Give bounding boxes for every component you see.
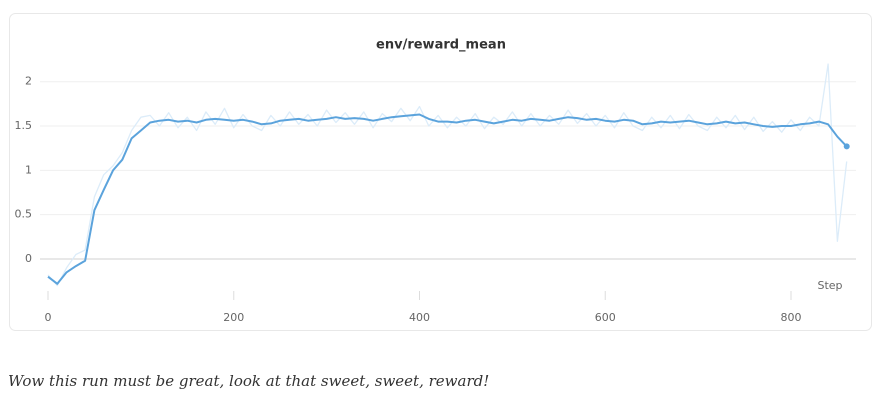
- x-axis-label: Step: [817, 279, 842, 292]
- caption: Wow this run must be great, look at that…: [8, 372, 489, 390]
- end-point: [843, 143, 850, 150]
- x-tick-label: 600: [595, 311, 616, 324]
- y-tick-label: 1: [25, 163, 32, 176]
- series-line: [47, 113, 848, 285]
- y-tick-label: 0.5: [15, 208, 33, 221]
- y-tick-label: 0: [25, 252, 32, 265]
- chart-title: env/reward_mean: [376, 38, 506, 53]
- series-line: [47, 63, 848, 287]
- y-tick-label: 2: [25, 75, 32, 88]
- panel: [9, 13, 872, 331]
- x-tick-label: 800: [780, 311, 801, 324]
- x-tick-label: 0: [45, 311, 52, 324]
- x-tick-label: 400: [409, 311, 430, 324]
- y-tick-label: 1.5: [15, 119, 33, 132]
- x-tick-label: 200: [223, 311, 244, 324]
